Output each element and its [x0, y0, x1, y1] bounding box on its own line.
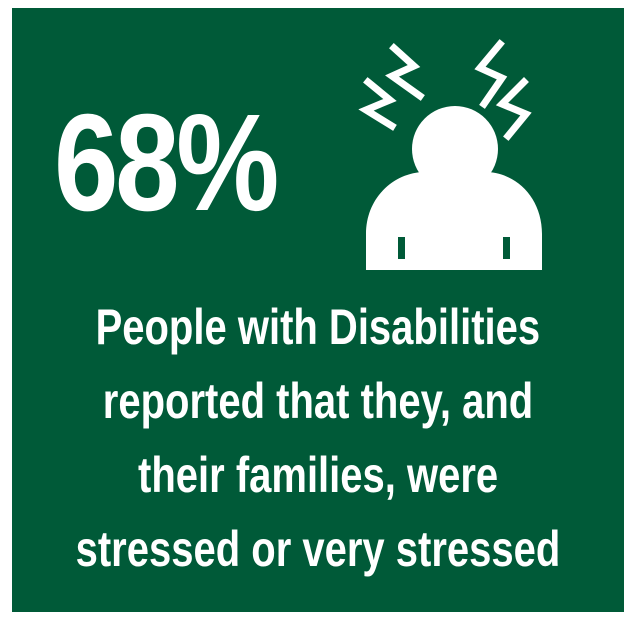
caption: People with Disabilities reported that t…	[12, 290, 624, 590]
caption-line-3: their families, were	[138, 438, 498, 512]
caption-line-2: reported that they, and	[103, 364, 533, 438]
caption-line-1: People with Disabilities	[96, 290, 541, 364]
caption-line-4: stressed or very stressed	[76, 512, 561, 586]
infographic-card: 68% People with Disabilities reported th…	[12, 8, 624, 612]
stat-value: 68%	[54, 94, 276, 232]
stressed-person-icon	[352, 34, 552, 284]
stat-percentage: 68%	[54, 78, 344, 248]
